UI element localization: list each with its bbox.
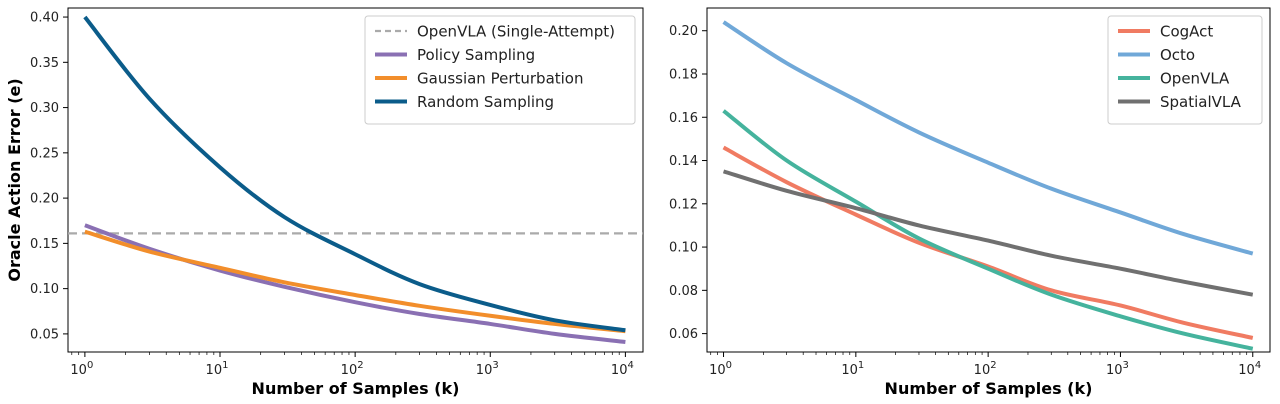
legend-label-openvla-single-attempt: OpenVLA (Single-Attempt) — [417, 23, 615, 41]
y-tick-label: 0.16 — [669, 111, 698, 126]
legend: OpenVLA (Single-Attempt) Policy Sampling G… — [364, 15, 636, 125]
x-axis-title: Number of Samples (k) — [252, 379, 460, 398]
y-tick-label: 0.14 — [669, 154, 698, 169]
series-line-octo — [722, 20, 1254, 256]
legend-label-gaussian-perturbation: Gaussian Perturbation — [417, 70, 584, 88]
y-tick-label: 0.12 — [669, 197, 698, 212]
series-line-openvla — [722, 109, 1254, 351]
x-axis-title: Number of Samples (k) — [885, 379, 1093, 398]
legend-label-random-sampling: Random Sampling — [417, 93, 554, 111]
x-tick-label: 101 — [206, 360, 229, 378]
y-tick-label: 0.05 — [30, 327, 59, 342]
x-tick-label: 100 — [709, 360, 732, 378]
y-tick-label: 0.30 — [30, 101, 59, 116]
x-tick-label: 104 — [611, 360, 634, 378]
y-tick-label: 0.25 — [30, 146, 59, 161]
legend-box — [364, 15, 636, 125]
x-tick-label: 104 — [1238, 360, 1261, 378]
x-tick-label: 102 — [974, 360, 997, 378]
x-tick-label: 102 — [341, 360, 364, 378]
series-line-random-sampling — [83, 15, 626, 333]
legend-box — [1107, 15, 1263, 125]
y-tick-label: 0.10 — [30, 282, 59, 297]
x-tick-label: 103 — [476, 360, 499, 378]
y-tick-label: 0.10 — [669, 241, 698, 256]
legend-label-spatialvla: SpatialVLA — [1160, 93, 1242, 111]
x-tick-label: 100 — [70, 360, 93, 378]
y-tick-label: 0.06 — [669, 327, 698, 342]
y-tick-label: 0.08 — [669, 284, 698, 299]
legend: CogAct Octo OpenVLA SpatialVLA — [1107, 15, 1263, 125]
legend-label-octo: Octo — [1160, 46, 1195, 64]
y-tick-label: 0.20 — [30, 192, 59, 207]
y-tick-label: 0.20 — [669, 24, 698, 39]
x-tick-label: 103 — [1106, 360, 1129, 378]
chart-right: 0.06 0.08 0.10 0.12 0.14 0.16 0.18 0.20 100 101 10… — [669, 7, 1271, 398]
series-line-spatialvla — [722, 169, 1254, 297]
y-tick-label: 0.18 — [669, 67, 698, 82]
y-tick-label: 0.40 — [30, 11, 59, 26]
y-tick-label: 0.15 — [30, 237, 59, 252]
legend-label-cogact: CogAct — [1160, 23, 1213, 41]
series-line-gaussian-perturbation — [84, 229, 626, 334]
legend-label-openvla: OpenVLA — [1160, 70, 1230, 88]
y-tick-label: 0.35 — [30, 56, 59, 71]
legend-label-policy-sampling: Policy Sampling — [417, 46, 535, 64]
x-tick-label: 101 — [841, 360, 864, 378]
chart-left: 0.05 0.10 0.15 0.20 0.25 0.30 0.35 0.40 100 101 10… — [5, 7, 644, 398]
y-axis-title: Oracle Action Error (e) — [5, 78, 24, 281]
